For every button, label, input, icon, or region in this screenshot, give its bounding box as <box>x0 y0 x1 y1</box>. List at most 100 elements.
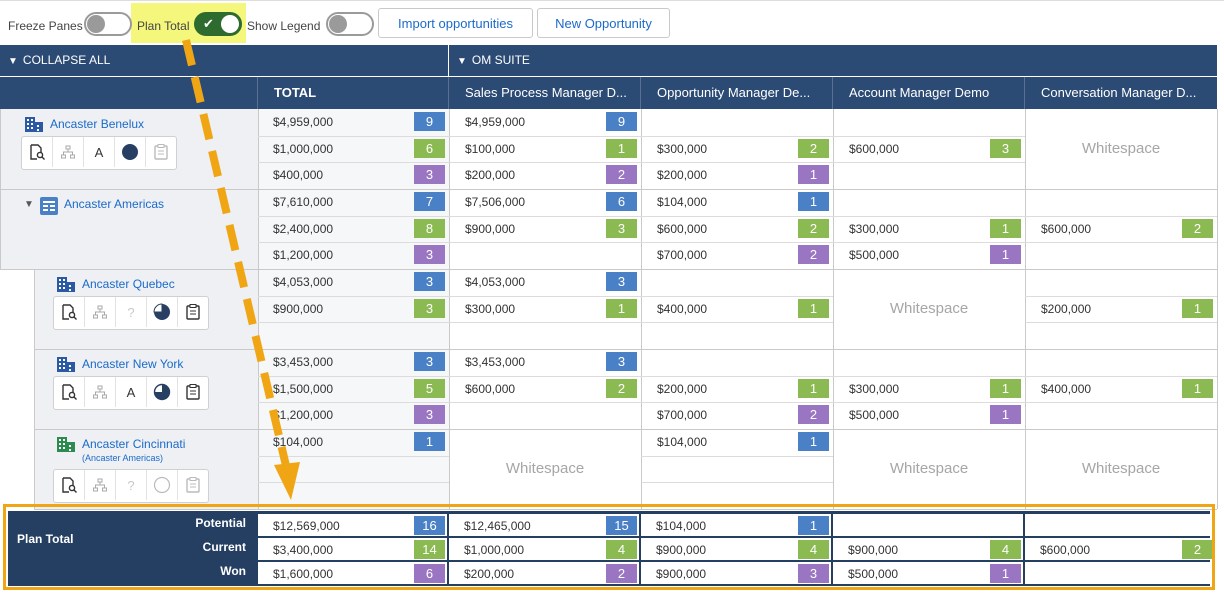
current-count-badge[interactable]: 2 <box>798 138 829 158</box>
potential-count-badge[interactable]: 15 <box>606 516 637 535</box>
clipboard-icon[interactable] <box>146 137 176 167</box>
won-count-badge[interactable]: 2 <box>798 245 829 264</box>
current-count-badge[interactable]: 8 <box>414 218 445 238</box>
account-status-letter[interactable]: ? <box>116 470 147 500</box>
current-count-badge[interactable]: 1 <box>990 218 1021 238</box>
progress-pie-icon[interactable] <box>147 297 178 327</box>
won-count-badge[interactable]: 3 <box>414 405 445 424</box>
column-header-product[interactable]: Account Manager Demo <box>833 77 1025 109</box>
account-status-letter[interactable]: A <box>116 377 147 407</box>
won-count-badge[interactable]: 2 <box>606 564 637 583</box>
org-chart-icon[interactable] <box>85 297 116 327</box>
potential-count-badge[interactable]: 1 <box>798 516 829 535</box>
subrow-line <box>258 215 449 217</box>
account-name-link[interactable]: Ancaster New York <box>82 357 184 371</box>
won-count-badge[interactable]: 1 <box>990 405 1021 424</box>
account-status-letter[interactable]: ? <box>116 297 147 327</box>
whitespace-cell[interactable]: Whitespace <box>889 460 969 477</box>
won-count-badge[interactable]: 1 <box>798 165 829 184</box>
potential-count-badge[interactable]: 6 <box>606 192 637 211</box>
won-count-badge[interactable]: 1 <box>990 564 1021 583</box>
whitespace-cell[interactable]: Whitespace <box>889 300 969 317</box>
clipboard-icon[interactable] <box>178 470 208 500</box>
current-count-badge[interactable]: 2 <box>798 218 829 238</box>
current-count-badge[interactable]: 4 <box>606 540 637 559</box>
collapse-all-button[interactable]: ▼ COLLAPSE ALL <box>0 45 448 76</box>
current-count-badge[interactable]: 2 <box>606 378 637 398</box>
column-header-product[interactable]: Sales Process Manager D... <box>449 77 641 109</box>
clipboard-icon[interactable] <box>178 297 208 327</box>
freeze-panes-toggle[interactable] <box>84 12 132 36</box>
potential-count-badge[interactable]: 3 <box>606 352 637 371</box>
won-count-badge[interactable]: 3 <box>414 165 445 184</box>
total-value: $3,453,000 <box>273 355 334 369</box>
clipboard-icon[interactable] <box>178 377 208 407</box>
current-count-badge[interactable]: 3 <box>414 298 445 318</box>
current-count-badge[interactable]: 14 <box>414 540 445 559</box>
subrow-line <box>833 215 1025 217</box>
won-count-badge[interactable]: 3 <box>414 245 445 264</box>
whitespace-cell[interactable]: Whitespace <box>1081 460 1161 477</box>
account-name-link[interactable]: Ancaster Benelux <box>50 117 145 131</box>
org-chart-icon[interactable] <box>85 377 116 407</box>
plan-total-value: $900,000 <box>656 567 707 581</box>
subrow-line <box>449 322 641 323</box>
current-count-badge[interactable]: 2 <box>1182 218 1213 238</box>
show-legend-toggle[interactable] <box>326 12 374 36</box>
account-report-icon[interactable] <box>54 470 85 500</box>
won-count-badge[interactable]: 2 <box>798 405 829 424</box>
import-opportunities-button[interactable]: Import opportunities <box>378 8 533 38</box>
current-count-badge[interactable]: 1 <box>1182 378 1213 398</box>
org-chart-icon[interactable] <box>53 137 84 167</box>
current-count-badge[interactable]: 1 <box>1182 298 1213 318</box>
current-count-badge[interactable]: 3 <box>606 218 637 238</box>
suite-group-header[interactable]: ▼ OM SUITE <box>449 45 1217 76</box>
potential-count-badge[interactable]: 16 <box>414 516 445 535</box>
potential-count-badge[interactable]: 3 <box>414 272 445 291</box>
current-count-badge[interactable]: 1 <box>798 298 829 318</box>
current-count-badge[interactable]: 4 <box>990 540 1021 559</box>
account-name-link[interactable]: Ancaster Cincinnati <box>82 437 186 451</box>
potential-count-badge[interactable]: 7 <box>414 192 445 211</box>
won-count-badge[interactable]: 1 <box>990 245 1021 264</box>
potential-count-badge[interactable]: 1 <box>414 432 445 451</box>
account-report-icon[interactable] <box>54 297 85 327</box>
current-count-badge[interactable]: 1 <box>990 378 1021 398</box>
won-count-badge[interactable]: 3 <box>798 564 829 583</box>
potential-count-badge[interactable]: 9 <box>606 112 637 131</box>
progress-pie-icon[interactable] <box>115 137 146 167</box>
account-report-icon[interactable] <box>22 137 53 167</box>
won-count-badge[interactable]: 6 <box>414 564 445 583</box>
column-header-product[interactable]: Conversation Manager D... <box>1025 77 1217 109</box>
potential-count-badge[interactable]: 1 <box>798 192 829 211</box>
current-count-badge[interactable]: 4 <box>798 540 829 559</box>
progress-pie-icon[interactable] <box>147 377 178 407</box>
current-count-badge[interactable]: 2 <box>1182 540 1213 559</box>
current-count-badge[interactable]: 1 <box>606 138 637 158</box>
account-status-letter[interactable]: A <box>84 137 115 167</box>
current-count-badge[interactable]: 6 <box>414 138 445 158</box>
won-count-badge[interactable]: 2 <box>606 165 637 184</box>
potential-count-badge[interactable]: 3 <box>414 352 445 371</box>
current-count-badge[interactable]: 1 <box>606 298 637 318</box>
current-count-badge[interactable]: 3 <box>990 138 1021 158</box>
column-header-total[interactable]: TOTAL <box>258 77 449 109</box>
whitespace-cell[interactable]: Whitespace <box>505 460 585 477</box>
account-report-icon[interactable] <box>54 377 85 407</box>
column-header-product[interactable]: Opportunity Manager De... <box>641 77 833 109</box>
new-opportunity-button[interactable]: New Opportunity <box>537 8 670 38</box>
whitespace-cell[interactable]: Whitespace <box>1081 140 1161 157</box>
potential-count-badge[interactable]: 1 <box>798 432 829 451</box>
plan-total-toggle[interactable]: ✔ <box>194 12 242 36</box>
current-count-badge[interactable]: 1 <box>798 378 829 398</box>
expand-caret-icon[interactable]: ▼ <box>24 199 34 210</box>
plan-total-cell <box>449 538 639 560</box>
current-count-badge[interactable]: 5 <box>414 378 445 398</box>
progress-pie-icon[interactable] <box>147 470 178 500</box>
account-name-link[interactable]: Ancaster Americas <box>64 197 165 211</box>
potential-count-badge[interactable]: 9 <box>414 112 445 131</box>
potential-count-badge[interactable]: 3 <box>606 272 637 291</box>
account-name-link[interactable]: Ancaster Quebec <box>82 277 175 291</box>
org-chart-icon[interactable] <box>85 470 116 500</box>
subrow-line <box>641 455 833 457</box>
